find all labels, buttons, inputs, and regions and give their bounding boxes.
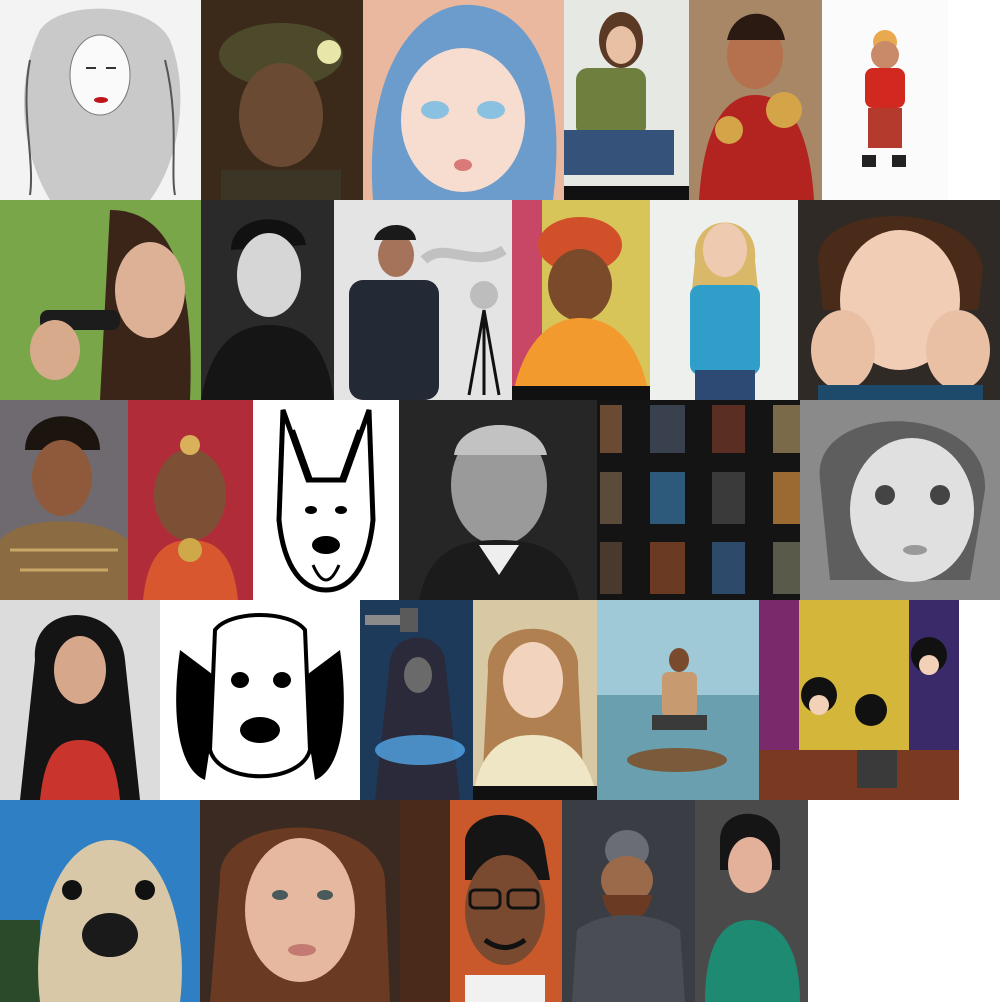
- miner-image: [201, 0, 363, 200]
- glasses-man-image: [400, 800, 562, 1002]
- tile-dog-sketch: [253, 400, 399, 600]
- old-man-portrait-image: [399, 400, 597, 600]
- bw-child-image: [800, 400, 1000, 600]
- brunette-woman-image: [200, 800, 400, 1002]
- tile-armored-man: [0, 400, 128, 600]
- tile-child-hands: [798, 200, 1000, 400]
- tile-smiling-girl: [473, 600, 597, 800]
- tile-blonde-girl: [650, 200, 798, 400]
- turban-man-image: [512, 200, 650, 400]
- tile-rajasthani-girl: [128, 400, 253, 600]
- tile-green-dress-woman: [695, 800, 808, 1002]
- tile-hammer-wizard: [360, 600, 473, 800]
- hammer-wizard-image: [360, 600, 473, 800]
- tile-bride: [689, 0, 822, 200]
- armored-man-image: [0, 400, 128, 600]
- tile-girl-sitting: [564, 0, 689, 200]
- green-dress-woman-image: [695, 800, 808, 1002]
- man-on-log-image: [597, 600, 759, 800]
- tile-bw-child: [800, 400, 1000, 600]
- tile-brunette-woman: [200, 800, 400, 1002]
- beagle-sketch-image: [160, 600, 360, 800]
- blonde-girl-image: [650, 200, 798, 400]
- dog-sketch-image: [253, 400, 399, 600]
- character-grid-image: [597, 400, 800, 600]
- dark-hair-woman-image: [0, 600, 160, 800]
- smoking-man-image: [334, 200, 512, 400]
- smiling-girl-image: [473, 600, 597, 800]
- tile-glasses-man: [400, 800, 562, 1002]
- tile-dark-hair-woman: [0, 600, 160, 800]
- tile-woman-sunglasses: [0, 200, 201, 400]
- girl-sitting-image: [564, 0, 689, 200]
- bw-man-image: [201, 200, 334, 400]
- dwarf-warrior-image: [562, 800, 695, 1002]
- tile-smoking-man: [334, 200, 512, 400]
- tile-meerkat: [0, 800, 200, 1002]
- tile-old-man-portrait: [399, 400, 597, 600]
- tile-animaniacs: [759, 600, 959, 800]
- sketch-woman-image: [0, 0, 201, 200]
- tile-clown: [822, 0, 948, 200]
- meerkat-image: [0, 800, 200, 1002]
- tile-man-on-log: [597, 600, 759, 800]
- tile-bw-man: [201, 200, 334, 400]
- rajasthani-girl-image: [128, 400, 253, 600]
- animaniacs-image: [759, 600, 959, 800]
- child-hands-image: [798, 200, 1000, 400]
- tile-character-grid: [597, 400, 800, 600]
- bride-image: [689, 0, 822, 200]
- tile-anime-girl: [363, 0, 564, 200]
- clown-image: [822, 0, 948, 200]
- tile-miner: [201, 0, 363, 200]
- tile-turban-man: [512, 200, 650, 400]
- tile-dwarf-warrior: [562, 800, 695, 1002]
- tile-sketch-woman: [0, 0, 201, 200]
- anime-girl-image: [363, 0, 564, 200]
- tile-beagle-sketch: [160, 600, 360, 800]
- woman-sunglasses-image: [0, 200, 201, 400]
